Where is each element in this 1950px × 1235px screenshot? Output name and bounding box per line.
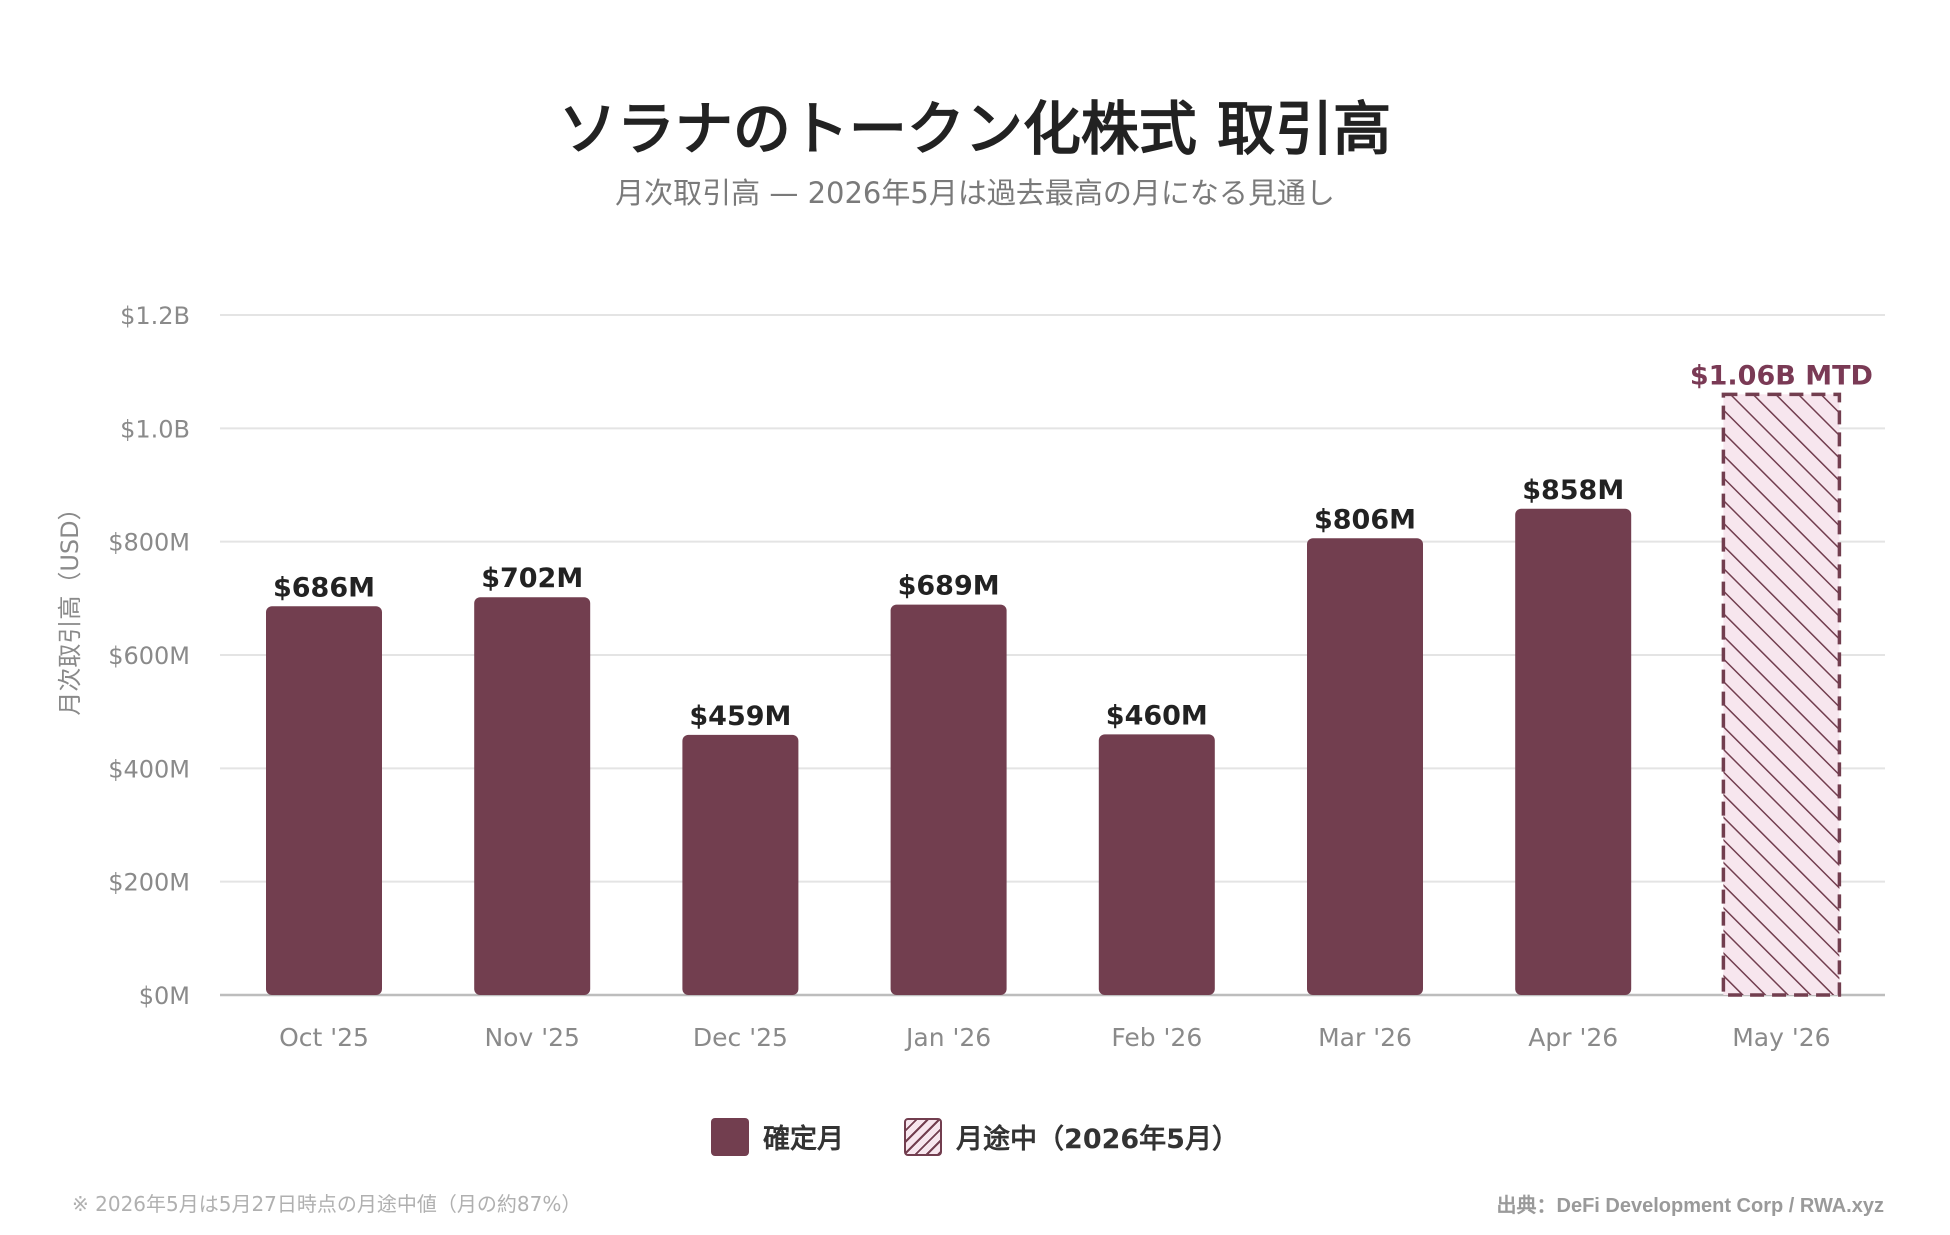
bars [266,392,1842,997]
y-axis-label: 月次取引高（USD） [56,496,84,715]
x-tick-label: Dec '25 [693,1023,788,1052]
y-axis-ticks: $0M $200M $400M $600M $800M $1.0B $1.2B [108,302,190,1010]
legend-label-confirmed: 確定月 [763,1124,845,1155]
bar [266,606,382,995]
bar [1307,538,1423,995]
bar [1515,508,1632,995]
source-note: 出典：DeFi Development Corp / RWA.xyz [1496,1195,1884,1217]
y-tick-label: $600M [108,642,190,670]
value-label: $702M [481,563,583,594]
bar [1098,734,1215,995]
y-tick-label: $200M [108,869,190,897]
legend-item-confirmed: 確定月 [711,1117,844,1156]
legend-swatch-hatched [904,1117,943,1156]
value-label: $689M [898,571,1000,602]
value-label: $460M [1106,700,1208,731]
y-tick-label: $0M [139,982,190,1010]
y-tick-label: $1.0B [120,415,190,443]
legend-swatch-solid [711,1117,750,1156]
value-label: $806M [1314,504,1416,535]
legend: 確定月 月途中（2026年5月） [0,1117,1950,1156]
value-label: $686M [273,572,375,603]
bar [682,734,799,995]
x-tick-label: Oct '25 [279,1023,369,1052]
x-tick-label: Apr '26 [1528,1023,1618,1052]
grid-lines [220,314,1885,997]
chart-subtitle: 月次取引高 — 2026年5月は過去最高の月になる見通し [615,176,1335,210]
bar [890,604,1007,995]
legend-item-partial: 月途中（2026年5月） [904,1117,1239,1156]
y-tick-label: $800M [108,529,190,557]
x-tick-label: Jan '26 [904,1023,991,1052]
x-tick-label: Nov '25 [484,1023,579,1052]
y-tick-label: $1.2B [120,302,190,330]
value-labels: $686M $702M $459M $689M $460M $806M $858M $1.06… [273,360,1873,732]
bar [474,597,591,995]
chart-title: ソラナのトークン化株式 取引高 [558,95,1392,163]
y-tick-label: $400M [108,755,190,783]
x-tick-label: Mar '26 [1318,1023,1412,1052]
x-tick-label: May '26 [1732,1023,1830,1052]
value-label: $858M [1522,475,1624,506]
x-axis-ticks: Oct '25 Nov '25 Dec '25 Jan '26 Feb '26 Mar '… [279,1023,1830,1052]
legend-label-partial: 月途中（2026年5月） [956,1124,1239,1155]
value-label: $1.06B MTD [1690,360,1873,391]
footnote: ※ 2026年5月は5月27日時点の月途中値（月の約87%） [72,1192,582,1216]
bar-partial [1721,392,1842,997]
x-tick-label: Feb '26 [1111,1023,1202,1052]
value-label: $459M [689,701,791,732]
